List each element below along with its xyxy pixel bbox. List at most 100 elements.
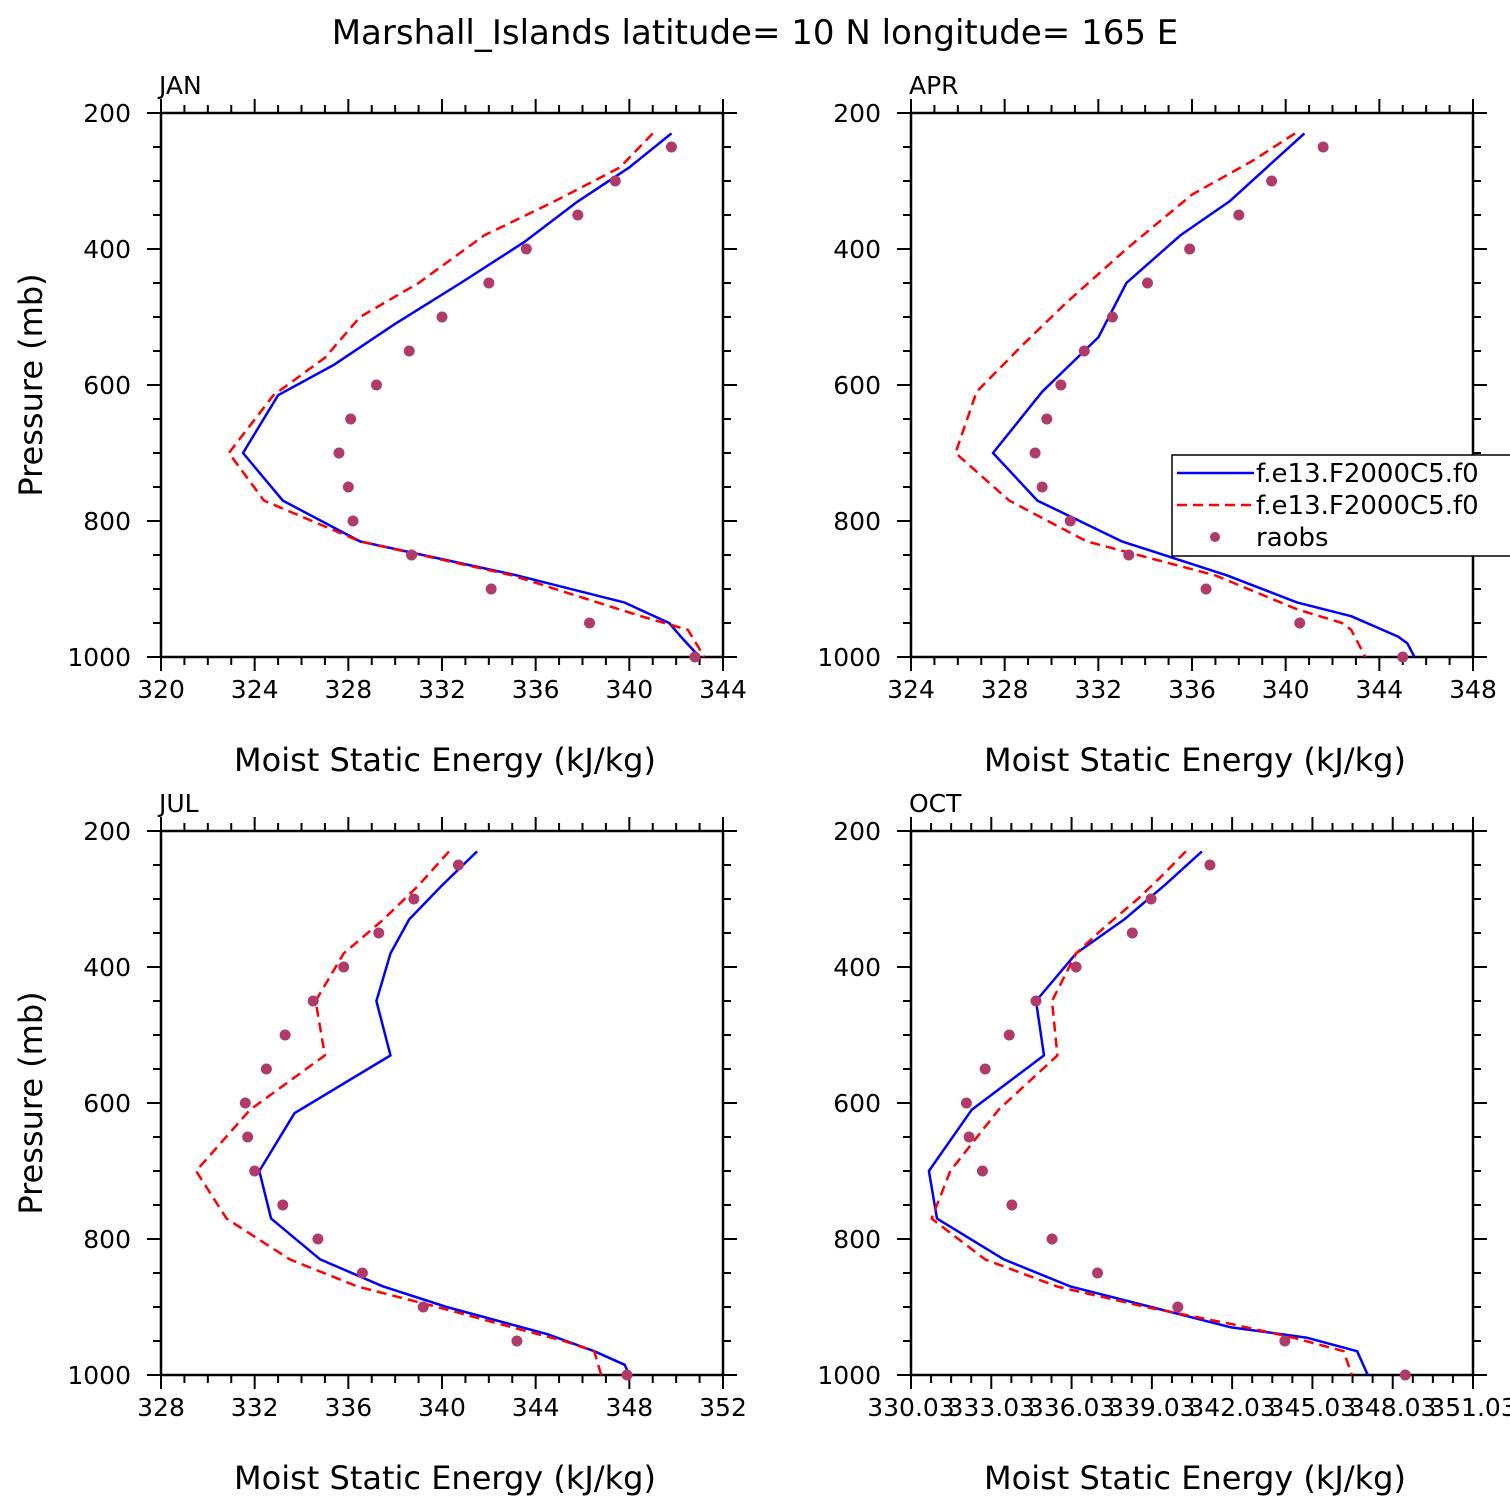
raobs-point xyxy=(260,1063,272,1075)
x-tick-label: 324 xyxy=(887,675,935,704)
panel-label: APR xyxy=(909,71,959,100)
x-tick-label: 340 xyxy=(1262,675,1310,704)
x-tick-label: 348.03 xyxy=(1349,1393,1436,1422)
raobs-point xyxy=(609,175,621,187)
raobs-point xyxy=(1279,1335,1291,1347)
raobs-point xyxy=(1184,243,1196,255)
raobs-point xyxy=(1092,1267,1104,1279)
x-tick-label: 352 xyxy=(699,1393,747,1422)
y-tick-label: 1000 xyxy=(67,643,131,672)
y-tick-label: 200 xyxy=(83,99,131,128)
raobs-point xyxy=(370,379,382,391)
raobs-point xyxy=(356,1267,368,1279)
panel-label: OCT xyxy=(909,789,962,818)
y-tick-label: 400 xyxy=(833,953,881,982)
y-tick-label: 600 xyxy=(83,371,131,400)
raobs-point xyxy=(963,1131,975,1143)
y-tick-label: 400 xyxy=(833,235,881,264)
x-tick-label: 333.03 xyxy=(948,1393,1035,1422)
raobs-point xyxy=(1106,311,1118,323)
y-tick-label: 1000 xyxy=(67,1361,131,1390)
raobs-point xyxy=(1399,1369,1411,1381)
raobs-point xyxy=(1041,413,1053,425)
y-tick-label: 200 xyxy=(833,99,881,128)
legend-swatch-dot xyxy=(1210,532,1220,542)
raobs-point xyxy=(1142,277,1154,289)
figure-title: Marshall_Islands latitude= 10 N longitud… xyxy=(332,13,1179,53)
legend-label-raobs: raobs xyxy=(1256,523,1329,553)
y-tick-label: 600 xyxy=(833,371,881,400)
raobs-point xyxy=(1070,961,1082,973)
x-tick-label: 344 xyxy=(699,675,747,704)
raobs-point xyxy=(960,1097,972,1109)
raobs-point xyxy=(342,481,354,493)
x-tick-label: 351.03 xyxy=(1429,1393,1510,1422)
raobs-point xyxy=(408,893,420,905)
series-line-model-1 xyxy=(241,132,701,658)
raobs-point xyxy=(312,1233,324,1245)
raobs-point xyxy=(373,927,385,939)
raobs-point xyxy=(1055,379,1067,391)
x-tick-label: 348 xyxy=(1449,675,1497,704)
x-tick-label: 330.03 xyxy=(867,1393,954,1422)
x-axis-title: Moist Static Energy (kJ/kg) xyxy=(984,741,1406,779)
series-line-model-2 xyxy=(194,850,603,1376)
x-tick-label: 320 xyxy=(137,675,185,704)
raobs-point xyxy=(403,345,415,357)
y-tick-label: 200 xyxy=(83,817,131,846)
x-tick-label: 342.03 xyxy=(1188,1393,1275,1422)
raobs-point xyxy=(572,209,584,221)
series-line-model-2 xyxy=(930,850,1353,1376)
y-tick-label: 800 xyxy=(833,1225,881,1254)
x-tick-label: 332 xyxy=(231,1393,279,1422)
series-line-model-2 xyxy=(954,132,1367,658)
y-axis-title: Pressure (mb) xyxy=(12,273,50,496)
raobs-point xyxy=(436,311,448,323)
raobs-point xyxy=(1078,345,1090,357)
raobs-point xyxy=(1036,481,1048,493)
raobs-point xyxy=(452,859,464,871)
raobs-point xyxy=(279,1029,291,1041)
panel-jul: 328 332 336 340 344 348 352 200 400 600 800 1000 JUL… xyxy=(12,789,747,1497)
legend: f.e13.F2000C5.f0 f.e13.F2000C5.f0 raobs xyxy=(1171,454,1510,557)
raobs-point xyxy=(979,1063,991,1075)
x-tick-label: 328 xyxy=(137,1393,185,1422)
plot-frame xyxy=(909,829,1475,1377)
y-tick-label: 1000 xyxy=(817,1361,881,1390)
raobs-point xyxy=(621,1369,633,1381)
y-tick-label: 800 xyxy=(83,507,131,536)
x-tick-label: 340 xyxy=(418,1393,466,1422)
panel-label: JAN xyxy=(157,71,202,100)
raobs-point xyxy=(1126,927,1138,939)
raobs-point xyxy=(347,515,359,527)
raobs-point xyxy=(277,1199,289,1211)
y-tick-label: 600 xyxy=(833,1089,881,1118)
legend-label-model-2: f.e13.F2000C5.f0 xyxy=(1256,491,1479,521)
raobs-point xyxy=(1123,549,1135,561)
raobs-point xyxy=(239,1097,251,1109)
raobs-point xyxy=(307,995,319,1007)
x-tick-label: 340 xyxy=(605,675,653,704)
series-line-model-1 xyxy=(258,850,631,1376)
series-line-model-2 xyxy=(227,132,706,658)
raobs-point xyxy=(511,1335,523,1347)
x-tick-label: 332 xyxy=(418,675,466,704)
raobs-point xyxy=(1233,209,1245,221)
raobs-point xyxy=(417,1301,429,1313)
x-axis-title: Moist Static Energy (kJ/kg) xyxy=(234,741,656,779)
y-tick-label: 600 xyxy=(83,1089,131,1118)
raobs-point xyxy=(1204,859,1216,871)
raobs-point xyxy=(584,617,596,629)
panel-apr: 324 328 332 336 340 344 348 200 400 600 800 1000 APR… xyxy=(817,71,1496,779)
raobs-point xyxy=(1064,515,1076,527)
series-line-model-1 xyxy=(991,132,1416,658)
y-tick-label: 200 xyxy=(833,817,881,846)
x-tick-label: 336 xyxy=(512,675,560,704)
y-tick-label: 400 xyxy=(83,953,131,982)
x-tick-label: 332 xyxy=(1074,675,1122,704)
x-tick-label: 336.03 xyxy=(1028,1393,1115,1422)
x-axis-title: Moist Static Energy (kJ/kg) xyxy=(234,1459,656,1497)
raobs-point xyxy=(1317,141,1329,153)
raobs-point xyxy=(338,961,350,973)
